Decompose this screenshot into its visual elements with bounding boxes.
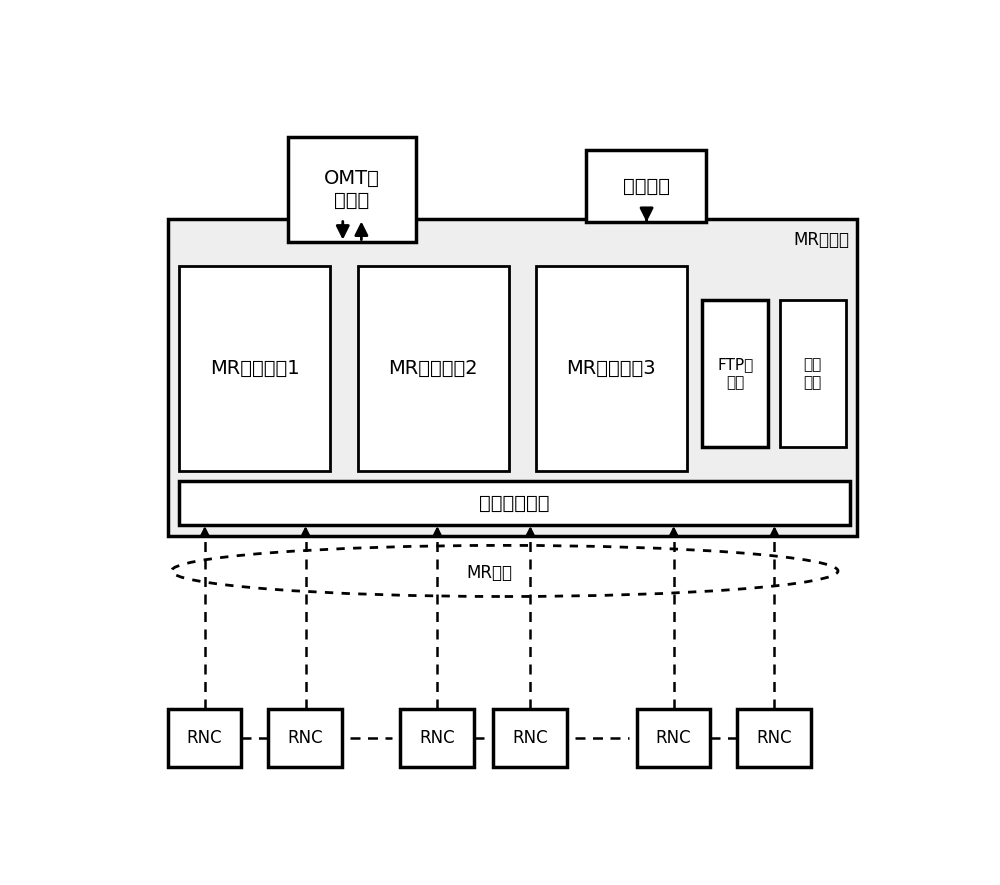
Bar xyxy=(737,709,811,767)
Bar xyxy=(536,266,687,471)
Bar xyxy=(493,709,567,767)
Text: RNC: RNC xyxy=(512,729,548,747)
Text: 北向
功能: 北向 功能 xyxy=(804,358,822,390)
Bar xyxy=(358,266,509,471)
Text: RNC: RNC xyxy=(756,729,792,747)
Text: MR解析任务1: MR解析任务1 xyxy=(210,359,300,378)
Bar xyxy=(268,709,342,767)
Bar xyxy=(702,300,768,447)
Bar xyxy=(780,300,846,447)
Bar xyxy=(400,709,474,767)
Bar xyxy=(168,219,857,535)
Text: 通信平台功能: 通信平台功能 xyxy=(479,494,550,512)
Bar xyxy=(586,150,706,222)
Text: FTP服
务器: FTP服 务器 xyxy=(717,358,753,390)
Text: 北向网管: 北向网管 xyxy=(623,177,670,196)
Bar xyxy=(288,137,416,242)
Text: OMT用
户界面: OMT用 户界面 xyxy=(324,169,380,210)
Text: MR解析任务3: MR解析任务3 xyxy=(566,359,656,378)
Text: MR解析任务2: MR解析任务2 xyxy=(388,359,478,378)
Text: RNC: RNC xyxy=(287,729,323,747)
Bar xyxy=(179,481,850,526)
Bar xyxy=(179,266,330,471)
Bar xyxy=(637,709,710,767)
Text: RNC: RNC xyxy=(419,729,455,747)
Text: MR服务器: MR服务器 xyxy=(794,231,850,249)
Text: RNC: RNC xyxy=(656,729,691,747)
Bar xyxy=(168,709,241,767)
Text: RNC: RNC xyxy=(187,729,222,747)
Text: MR接口: MR接口 xyxy=(466,564,512,582)
